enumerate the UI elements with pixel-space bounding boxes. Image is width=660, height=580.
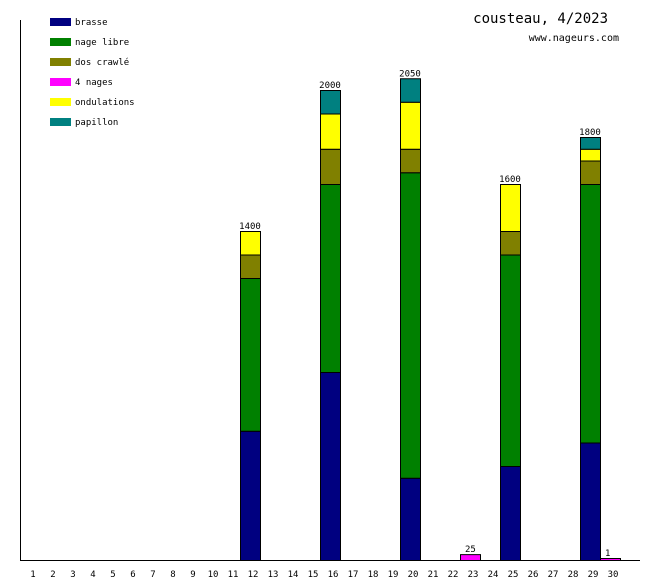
legend-swatch [50, 78, 71, 86]
x-tick-label: 17 [348, 570, 359, 580]
x-tick-label: 15 [308, 570, 319, 580]
bar-segment-nage-libre [320, 184, 341, 373]
x-tick-label: 18 [368, 570, 379, 580]
legend-label: papillon [75, 118, 118, 128]
bar-segment-dos-crawlé [240, 254, 261, 279]
bar-total-label: 1600 [499, 175, 521, 185]
bar-segment-nage-libre [500, 254, 521, 467]
legend-swatch [50, 98, 71, 106]
bar-segment-papillon [320, 90, 341, 115]
x-tick-label: 12 [248, 570, 259, 580]
x-tick-label: 13 [268, 570, 279, 580]
x-tick-label: 20 [408, 570, 419, 580]
x-tick-label: 21 [428, 570, 439, 580]
chart-title: cousteau, 4/2023 [473, 11, 608, 27]
bar-segment-brasse [500, 466, 521, 561]
bar-segment-brasse [580, 442, 601, 561]
legend-label: dos crawlé [75, 57, 129, 68]
bar-total-label: 2050 [399, 69, 421, 79]
bar-total-label: 1 [605, 549, 610, 559]
bar-segment-ondulations [320, 113, 341, 150]
bar-segment-dos-crawlé [500, 231, 521, 256]
x-tick-label: 30 [608, 570, 619, 580]
legend: brasse nage libre dos crawlé 4 nages ondulat… [50, 18, 135, 128]
bar-segment-nage-libre [400, 172, 421, 479]
legend-swatch [50, 18, 71, 26]
legend-label: nage libre [75, 38, 129, 48]
x-tick-label: 11 [228, 570, 239, 580]
x-tick-label: 3 [70, 570, 75, 580]
x-tick-label: 23 [468, 570, 479, 580]
x-tick-label: 10 [208, 570, 219, 580]
x-tick-label: 28 [568, 570, 579, 580]
x-tick-label: 25 [508, 570, 519, 580]
x-tick-label: 8 [170, 570, 175, 580]
legend-swatch [50, 38, 71, 46]
chart-subtitle: www.nageurs.com [529, 33, 619, 44]
bar-total-label: 1800 [579, 128, 601, 138]
x-tick-label: 4 [90, 570, 95, 580]
x-tick-label: 7 [150, 570, 155, 580]
x-tick-label: 26 [528, 570, 539, 580]
bar-segment-ondulations [580, 148, 601, 162]
bar-segment-ondulations [400, 101, 421, 150]
x-tick-label: 22 [448, 570, 459, 580]
x-tick-label: 27 [548, 570, 559, 580]
bar-segment-dos-crawlé [580, 160, 601, 185]
bar-segment-brasse [400, 477, 421, 561]
bar-total-label: 2000 [319, 81, 341, 91]
x-tick-label: 16 [328, 570, 339, 580]
x-tick-label: 14 [288, 570, 299, 580]
legend-swatch [50, 58, 71, 66]
legend-label: 4 nages [75, 78, 113, 88]
x-axis-ticks: 1 2 3 4 5 6 7 8 9 10 11 12 13 14 15 16 17 18 19 20 21 22 23 24 2… [30, 570, 618, 580]
x-tick-label: 6 [130, 570, 135, 580]
x-tick-label: 9 [190, 570, 195, 580]
bar-segment-ondulations [500, 184, 521, 232]
x-tick-label: 29 [588, 570, 599, 580]
bar-segment-dos-crawlé [320, 148, 341, 185]
bar-total-label: 25 [465, 545, 476, 555]
bar-segment-papillon [580, 137, 601, 150]
bar-segment-dos-crawlé [400, 148, 421, 174]
legend-swatch [50, 118, 71, 126]
x-tick-label: 2 [50, 570, 55, 580]
x-tick-label: 24 [488, 570, 499, 580]
x-tick-label: 1 [30, 570, 35, 580]
bar-segment-4-nages [460, 554, 481, 561]
bar-total-label: 1400 [239, 222, 261, 232]
legend-label: brasse [75, 18, 108, 28]
bar-segment-ondulations [240, 231, 261, 256]
x-tick-label: 19 [388, 570, 399, 580]
bar-segment-nage-libre [580, 184, 601, 444]
x-tick-label: 5 [110, 570, 115, 580]
bar-segment-papillon [400, 78, 421, 103]
bars-group: 1400 2000 2050 25 1600 1800 1 [239, 69, 621, 561]
legend-label: ondulations [75, 98, 135, 108]
bar-segment-nage-libre [240, 278, 261, 432]
bar-segment-brasse [240, 430, 261, 561]
bar-segment-brasse [320, 372, 341, 561]
